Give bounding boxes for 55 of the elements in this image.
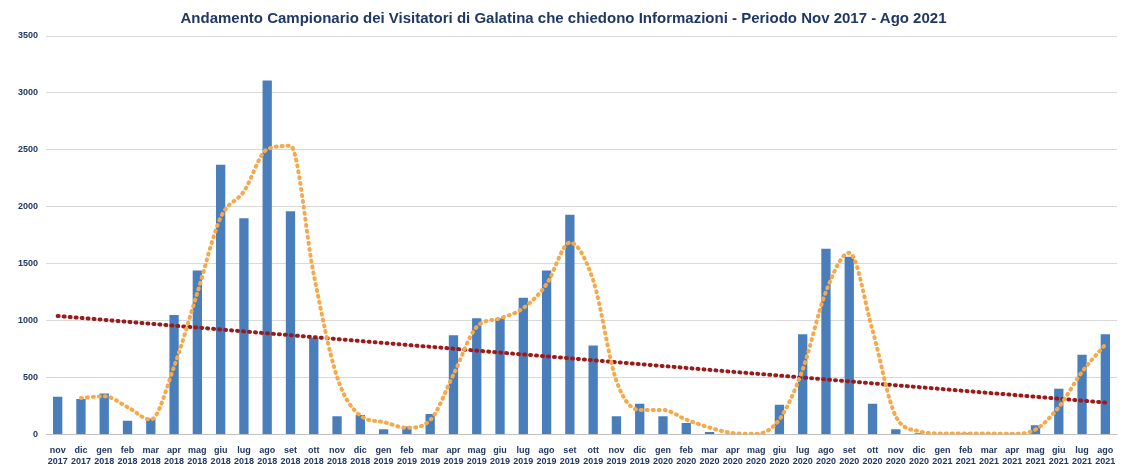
x-tick-label: gen 2019 bbox=[373, 445, 394, 467]
chart-title: Andamento Campionario dei Visitatori di Galatina che chiedono Informazioni - Periodo Nov 2017 - Ago 2021 bbox=[180, 9, 947, 27]
y-tick-label: 1500 bbox=[17, 258, 39, 269]
y-tick-label: 3000 bbox=[17, 87, 39, 98]
x-tick-label: gen 2020 bbox=[652, 445, 674, 467]
x-tick-label: lug 2020 bbox=[792, 445, 813, 467]
x-tick-label: apr 2019 bbox=[443, 445, 464, 467]
y-tick-label: 1000 bbox=[17, 315, 39, 326]
x-tick-label: mag 2021 bbox=[1025, 445, 1046, 467]
y-tick-label: 2000 bbox=[17, 201, 39, 212]
x-tick-label: lug 2018 bbox=[233, 445, 254, 467]
x-tick-label: set 2020 bbox=[839, 445, 860, 467]
x-tick-label: apr 2021 bbox=[1002, 445, 1023, 467]
x-tick-label: giu 2019 bbox=[490, 445, 511, 467]
x-tick-label: apr 2018 bbox=[164, 445, 185, 467]
x-tick-label: set 2019 bbox=[559, 445, 580, 467]
x-tick-label: ott 2018 bbox=[303, 445, 324, 467]
x-tick-label: feb 2019 bbox=[396, 445, 417, 467]
x-tick-label: ago 2018 bbox=[257, 445, 278, 467]
x-tick-label: lug 2021 bbox=[1072, 445, 1093, 467]
x-tick-label: mar 2020 bbox=[699, 445, 720, 467]
y-tick-label: 2500 bbox=[17, 144, 39, 155]
x-tick-label: apr 2020 bbox=[722, 445, 743, 467]
y-tick-label: 3500 bbox=[17, 30, 39, 41]
x-tick-label: mag 2020 bbox=[746, 445, 767, 467]
x-tick-label: ago 2019 bbox=[536, 445, 557, 467]
x-tick-label: giu 2018 bbox=[210, 445, 231, 467]
x-tick-label: feb 2021 bbox=[955, 445, 976, 467]
x-tick-label: lug 2019 bbox=[513, 445, 534, 467]
x-tick-label: nov 2017 bbox=[47, 445, 68, 467]
x-tick-label: nov 2019 bbox=[606, 445, 627, 467]
y-tick-label: 500 bbox=[22, 371, 39, 382]
x-tick-label: dic 2018 bbox=[350, 445, 371, 467]
x-tick-label: giu 2021 bbox=[1048, 445, 1069, 467]
x-tick-label: nov 2020 bbox=[885, 445, 906, 467]
x-tick-label: mag 2018 bbox=[187, 445, 208, 467]
x-tick-label: ott 2020 bbox=[862, 445, 883, 467]
x-tick-label: dic 2019 bbox=[629, 445, 650, 467]
x-tick-label: mar 2021 bbox=[978, 445, 999, 467]
x-tick-label: feb 2018 bbox=[117, 445, 138, 467]
x-tick-label: ago 2020 bbox=[815, 445, 836, 467]
x-tick-label: mar 2018 bbox=[140, 445, 161, 467]
x-tick-label: feb 2020 bbox=[676, 445, 697, 467]
y-tick-label: 0 bbox=[33, 428, 39, 439]
x-tick-label: dic 2017 bbox=[70, 445, 91, 467]
x-tick-label: giu 2020 bbox=[769, 445, 790, 467]
x-tick-label: gen 2018 bbox=[94, 445, 115, 467]
x-tick-label: gen 2021 bbox=[932, 445, 953, 467]
x-tick-label: mar 2019 bbox=[420, 445, 441, 467]
x-tick-label: ago 2021 bbox=[1095, 445, 1116, 467]
x-tick-label: ott 2019 bbox=[583, 445, 604, 467]
x-tick-label: nov 2018 bbox=[327, 445, 348, 467]
x-tick-label: dic 2020 bbox=[909, 445, 930, 467]
x-tick-label: mag 2019 bbox=[466, 445, 487, 467]
x-tick-label: set 2018 bbox=[280, 445, 301, 467]
